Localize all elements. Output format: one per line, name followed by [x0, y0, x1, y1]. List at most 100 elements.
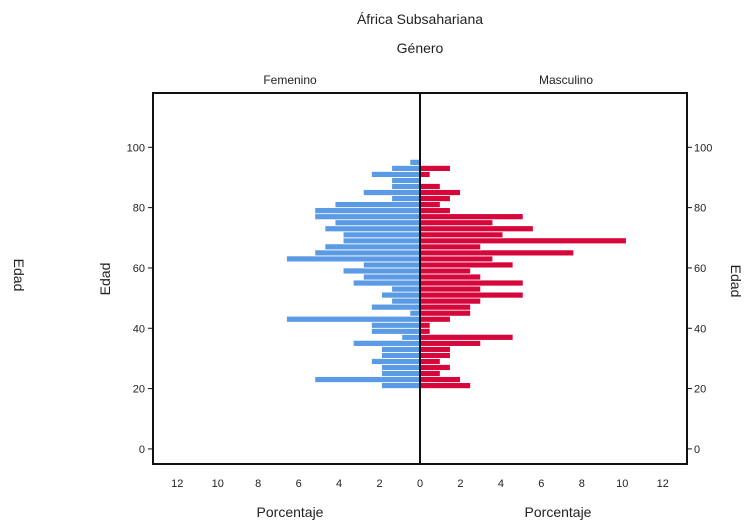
bar-female [371, 303, 421, 311]
y-tick-label-left: 40 [133, 323, 145, 335]
bar-male [419, 285, 482, 293]
bar-male [419, 291, 524, 299]
bar-male [419, 273, 482, 281]
bar-female [334, 201, 421, 209]
y-tick-label-left: 100 [127, 142, 145, 154]
bar-female [371, 327, 421, 335]
bar-male [419, 339, 482, 347]
y-axis-outer-label-left: Edad [11, 259, 27, 292]
bar-male [419, 370, 441, 377]
panel-label-female: Femenino [263, 73, 317, 87]
bar-female [409, 309, 421, 317]
bar-male [419, 164, 451, 172]
bar-male [419, 171, 431, 178]
x-tick-label-male: 8 [579, 478, 585, 490]
bar-male [419, 225, 534, 233]
bar-male [419, 364, 451, 371]
bar-male [419, 243, 482, 251]
bar-female [324, 243, 421, 251]
bar-female [314, 207, 421, 215]
x-tick-label-male: 2 [457, 478, 463, 490]
bar-male [419, 345, 451, 353]
bar-female [362, 261, 421, 269]
bar-male [419, 279, 524, 287]
male-bars [419, 164, 627, 389]
bar-female [314, 213, 421, 221]
x-tick-label-male: 6 [538, 478, 544, 490]
x-tick-label-female: 6 [296, 478, 302, 490]
bar-male [419, 261, 514, 269]
y-axis-label-left: Edad [97, 263, 113, 296]
y-axis-label-right: Edad [728, 265, 744, 298]
bar-male [419, 189, 461, 196]
bar-male [419, 382, 471, 389]
x-tick-label-female: 10 [212, 478, 224, 490]
bar-female [334, 219, 421, 227]
panel-label-male: Masculino [539, 73, 593, 87]
bar-female [381, 382, 421, 389]
bar-male [419, 237, 627, 245]
y-tick-label-left: 20 [133, 384, 145, 396]
bar-male [419, 351, 451, 359]
bar-female [391, 195, 421, 202]
bar-female [286, 315, 421, 323]
y-tick-label-right: 60 [694, 263, 706, 275]
y-tick-label-left: 60 [133, 263, 145, 275]
bar-male [419, 213, 524, 221]
bar-female [391, 164, 421, 172]
bar-female [381, 351, 421, 359]
bar-male [419, 219, 494, 227]
bar-male [419, 207, 451, 215]
chart-title: África Subsahariana [357, 11, 483, 27]
chart-subtitle: Género [397, 40, 444, 56]
bar-male [419, 303, 471, 311]
bar-female [352, 339, 421, 347]
bar-female [352, 279, 421, 287]
bar-female [286, 255, 421, 263]
bar-female [314, 376, 421, 383]
y-tick-label-left: 0 [139, 444, 145, 456]
bar-female [381, 364, 421, 371]
x-tick-label-female: 4 [336, 478, 342, 490]
bar-female [342, 237, 421, 245]
x-tick-label-female: 0 [417, 478, 423, 490]
y-tick-label-right: 40 [694, 323, 706, 335]
bar-female [371, 321, 421, 329]
x-axis-label-female: Porcentaje [257, 504, 324, 520]
bar-male [419, 315, 451, 323]
bar-female [381, 345, 421, 353]
bar-female [381, 370, 421, 377]
y-tick-label-left: 80 [133, 203, 145, 215]
bar-male [419, 195, 451, 202]
x-tick-label-female: 8 [255, 478, 261, 490]
x-tick-label-male: 12 [657, 478, 669, 490]
bar-male [419, 183, 441, 190]
bar-male [419, 327, 431, 335]
bar-female [362, 273, 421, 281]
bar-female [324, 225, 421, 233]
bar-female [391, 183, 421, 190]
bar-male [419, 376, 461, 383]
bar-female [381, 291, 421, 299]
x-tick-label-male: 4 [498, 478, 504, 490]
bar-male [419, 309, 471, 317]
bar-female [401, 333, 421, 341]
bar-female [409, 158, 421, 166]
bar-male [419, 267, 471, 275]
bar-male [419, 255, 494, 263]
bar-male [419, 231, 504, 239]
y-tick-label-right: 0 [694, 444, 700, 456]
bar-male [419, 321, 431, 329]
bar-male [419, 297, 482, 305]
bar-female [371, 358, 421, 365]
bar-male [419, 201, 441, 209]
bar-female [342, 267, 421, 275]
bar-male [419, 333, 514, 341]
x-tick-label-female: 2 [376, 478, 382, 490]
y-tick-label-right: 20 [694, 384, 706, 396]
bar-female [391, 285, 421, 293]
bar-female [391, 297, 421, 305]
y-tick-label-right: 80 [694, 203, 706, 215]
